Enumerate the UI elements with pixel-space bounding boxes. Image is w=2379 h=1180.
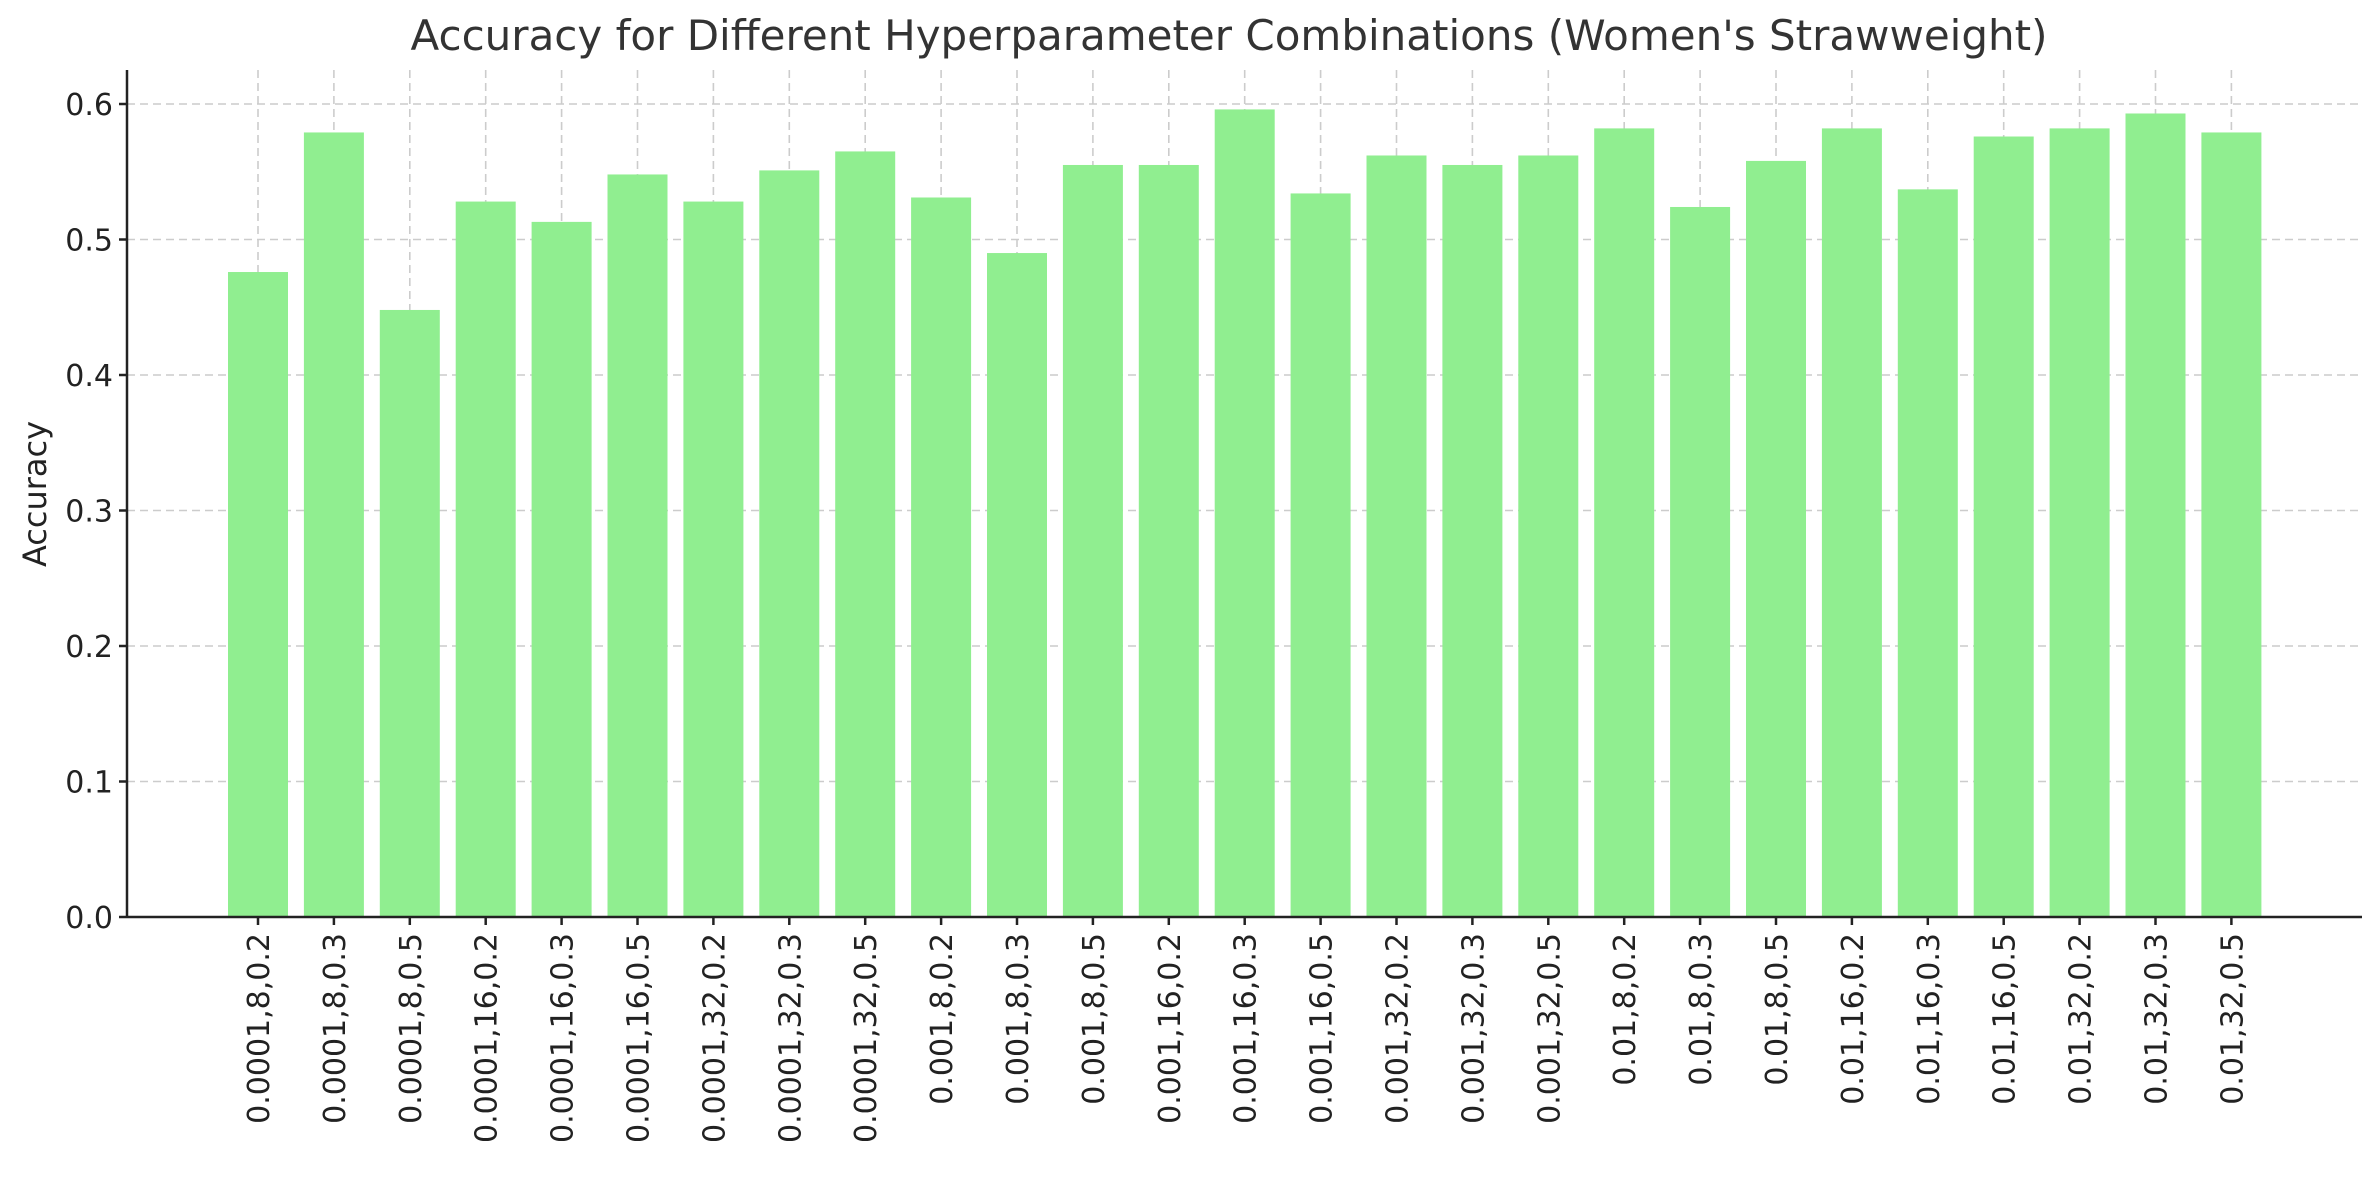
bar [1442, 164, 1503, 918]
y-tick-label: 0.2 [65, 630, 113, 665]
x-tick-label: 0.0001,16,0.3 [546, 933, 581, 1143]
bar [2201, 132, 2262, 917]
bar [1214, 109, 1275, 918]
bar [1594, 128, 1655, 917]
x-tick-label: 0.001,32,0.5 [1532, 933, 1567, 1124]
bar [1821, 128, 1882, 917]
x-tick-label: 0.01,16,0.5 [1988, 933, 2023, 1105]
x-tick-label: 0.01,32,0.5 [2215, 933, 2250, 1105]
x-tick-label: 0.001,32,0.2 [1381, 933, 1416, 1124]
x-tick-label: 0.0001,16,0.2 [470, 933, 505, 1143]
bar [683, 201, 744, 917]
chart-title: Accuracy for Different Hyperparameter Co… [411, 11, 2048, 60]
y-tick-labels: 0.0 0.1 0.2 0.3 0.4 0.5 0.6 [65, 88, 113, 936]
x-tick-label: 0.001,32,0.3 [1456, 933, 1491, 1124]
x-tick-label: 0.0001,8,0.5 [394, 933, 429, 1124]
x-tick-label: 0.001,16,0.2 [1153, 933, 1188, 1124]
x-tick-label: 0.001,8,0.3 [1001, 933, 1036, 1105]
x-tick-label: 0.0001,8,0.2 [242, 933, 277, 1124]
axes [119, 70, 2362, 925]
x-tick-label: 0.01,32,0.2 [2064, 933, 2099, 1105]
x-tick-label: 0.0001,32,0.5 [849, 933, 884, 1143]
y-tick-label: 0.1 [65, 766, 113, 801]
x-tick-label: 0.001,16,0.3 [1229, 933, 1264, 1124]
x-tick-label: 0.0001,32,0.3 [773, 933, 808, 1143]
bar [1897, 189, 1958, 918]
x-tick-label: 0.01,8,0.3 [1684, 933, 1719, 1086]
bar [303, 132, 364, 917]
x-tick-label: 0.01,16,0.2 [1836, 933, 1871, 1105]
x-tick-label: 0.0001,32,0.2 [697, 933, 732, 1143]
x-tick-label: 0.0001,16,0.5 [622, 933, 657, 1143]
bar [1518, 155, 1579, 918]
y-tick-label: 0.6 [65, 88, 113, 123]
bar [607, 174, 668, 917]
bar [1366, 155, 1427, 918]
y-tick-label: 0.4 [65, 359, 113, 394]
bar [455, 201, 516, 917]
bar [531, 221, 592, 917]
y-tick-label: 0.0 [65, 901, 113, 936]
bar [1746, 160, 1806, 917]
bar [1670, 206, 1731, 918]
bar [228, 272, 288, 917]
bar [759, 170, 820, 917]
y-axis-label: Accuracy [16, 421, 54, 567]
bar [1062, 164, 1123, 918]
x-tick-labels: 0.0001,8,0.2 0.0001,8,0.3 0.0001,8,0.5 0.00… [242, 933, 2250, 1143]
bar [987, 253, 1047, 918]
bar [911, 197, 972, 917]
x-tick-label: 0.01,32,0.3 [2140, 933, 2175, 1105]
bar [1973, 136, 2034, 917]
bar [835, 151, 896, 918]
x-tick-label: 0.0001,8,0.3 [318, 933, 353, 1124]
x-tick-label: 0.001,8,0.2 [925, 933, 960, 1105]
x-tick-label: 0.01,8,0.2 [1608, 933, 1643, 1086]
bar [2049, 128, 2110, 917]
x-tick-label: 0.01,16,0.3 [1912, 933, 1947, 1105]
bar [1290, 193, 1351, 917]
y-tick-label: 0.3 [65, 495, 113, 530]
x-tick-label: 0.01,8,0.5 [1760, 933, 1795, 1086]
bars [228, 109, 2262, 918]
bar [2125, 113, 2186, 918]
bar [1138, 164, 1199, 918]
y-tick-label: 0.5 [65, 224, 113, 259]
bar [379, 309, 440, 918]
x-tick-label: 0.001,16,0.5 [1305, 933, 1340, 1124]
x-tick-label: 0.001,8,0.5 [1077, 933, 1112, 1105]
